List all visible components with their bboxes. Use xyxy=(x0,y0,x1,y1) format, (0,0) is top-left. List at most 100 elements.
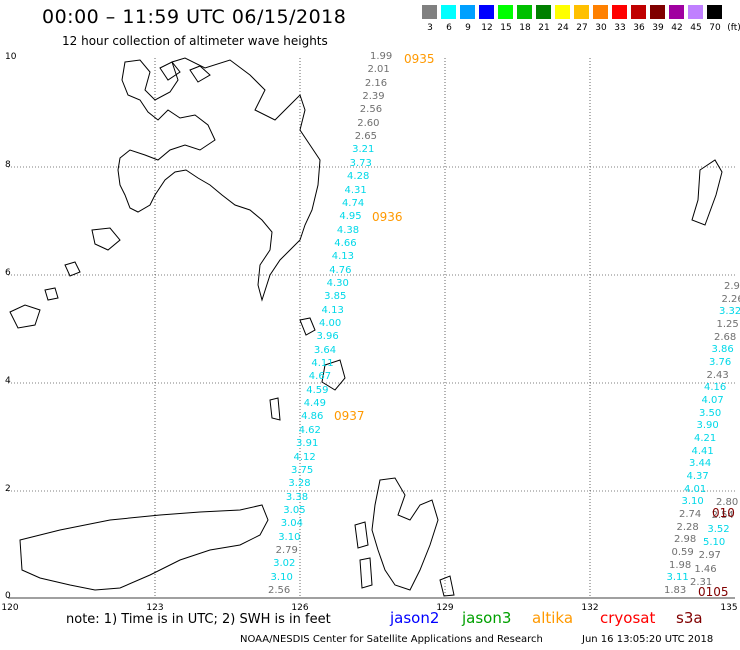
swh-value: 2.98 xyxy=(674,534,697,546)
colorbar-swatch xyxy=(536,5,551,19)
swh-value: 3.52 xyxy=(707,523,730,535)
colorbar-swatch xyxy=(707,5,722,19)
colorbar-label: 45 xyxy=(690,23,702,33)
colorbar-label: 30 xyxy=(595,23,607,33)
swh-value: 4.28 xyxy=(347,171,370,183)
swh-value: 1.98 xyxy=(669,559,692,571)
swh-value: 2.9 xyxy=(724,281,740,292)
swh-value: 4.76 xyxy=(329,264,352,276)
legend-jason2: jason2 xyxy=(390,609,440,627)
swh-value: 4.16 xyxy=(704,382,727,394)
colorbar-swatch xyxy=(688,5,703,19)
swh-value: 5.10 xyxy=(703,537,726,548)
swh-value: 2.01 xyxy=(367,64,390,76)
swh-value: 4.31 xyxy=(344,184,367,196)
legend-s3a: s3a xyxy=(676,609,703,627)
swh-value: 3.32 xyxy=(719,306,740,318)
swh-value: 3.64 xyxy=(313,344,337,356)
colorbar-label: 33 xyxy=(614,23,626,33)
swh-value: 1.46 xyxy=(694,563,717,575)
colorbar-swatch xyxy=(479,5,494,19)
swh-value: 2.80 xyxy=(716,497,739,508)
swh-value: 2.31 xyxy=(690,577,713,588)
note-text: note: 1) Time is in UTC; 2) SWH is in fe… xyxy=(66,612,331,627)
colorbar-label: 27 xyxy=(576,23,588,33)
swh-value: 3.76 xyxy=(709,357,732,368)
colorbar-swatch xyxy=(498,5,513,19)
swh-value: 4.86 xyxy=(301,411,324,423)
swh-value: 3.85 xyxy=(324,291,347,303)
swh-value: 3.86 xyxy=(711,344,734,356)
colorbar-swatch xyxy=(593,5,608,19)
swh-value: 2.60 xyxy=(357,117,380,129)
x-tick-126: 126 xyxy=(291,603,309,613)
swh-value: 3.10 xyxy=(270,571,293,583)
swh-value: 2.28 xyxy=(676,521,699,533)
colorbar-label: 24 xyxy=(557,23,569,33)
colorbar-label: 70 xyxy=(709,23,721,33)
track-time-label: 0936 xyxy=(372,210,403,224)
grid-lines xyxy=(8,58,735,598)
colorbar-swatch xyxy=(460,5,475,19)
swh-value: 1.25 xyxy=(716,319,739,330)
swh-value: 4.41 xyxy=(691,445,714,457)
swh-value: 3.44 xyxy=(689,458,712,470)
swh-value: 2.68 xyxy=(714,331,737,343)
swh-value: 3.04 xyxy=(280,518,304,530)
colorbar-label: 12 xyxy=(481,23,493,33)
x-tick-123: 123 xyxy=(146,603,164,613)
track-time-label: 010 xyxy=(712,506,735,520)
colorbar-swatch xyxy=(555,5,570,19)
colorbar-label: 21 xyxy=(538,23,550,33)
swh-value: 4.00 xyxy=(319,318,342,329)
colorbar-label: 39 xyxy=(652,23,664,33)
swh-value: 3.90 xyxy=(696,420,719,432)
track-time-label: 0937 xyxy=(334,409,365,423)
swh-value: 2.39 xyxy=(362,91,385,103)
swh-value: 2.74 xyxy=(679,509,702,520)
swh-value: 3.38 xyxy=(285,491,309,503)
swh-value: 2.65 xyxy=(354,131,377,143)
swh-value: 4.66 xyxy=(334,237,357,249)
swh-value: 4.12 xyxy=(293,451,316,463)
swh-value: 1.99 xyxy=(370,51,393,62)
swh-value: 3.02 xyxy=(273,558,296,570)
x-tick-120: 120 xyxy=(1,603,19,613)
footer-timestamp: Jun 16 13:05:20 UTC 2018 xyxy=(582,634,714,645)
swh-value: 3.21 xyxy=(352,144,375,156)
swh-value: 3.50 xyxy=(699,407,722,419)
swh-value: 4.37 xyxy=(686,471,709,482)
colorbar-label: 9 xyxy=(465,23,471,33)
swh-value: 4.13 xyxy=(331,251,355,263)
legend-cryosat: cryosat xyxy=(600,609,656,627)
swh-value: 4.07 xyxy=(701,395,724,406)
legend-jason3: jason3 xyxy=(462,609,512,627)
colorbar-unit: (ft) xyxy=(727,23,740,33)
swh-value: 4.67 xyxy=(308,371,332,383)
swh-value: 4.01 xyxy=(684,483,707,495)
swh-value: 2.56 xyxy=(359,104,383,116)
x-tick-132: 132 xyxy=(581,603,599,613)
swh-value: 2.16 xyxy=(364,77,388,89)
footer-credit: NOAA/NESDIS Center for Satellite Applica… xyxy=(240,634,543,645)
swh-value: 4.74 xyxy=(341,197,365,209)
colorbar-swatch xyxy=(650,5,665,19)
colorbar-swatch xyxy=(631,5,646,19)
swh-value: 3.10 xyxy=(278,531,301,543)
swh-value: 4.11 xyxy=(311,358,334,370)
page-subtitle: 12 hour collection of altimeter wave hei… xyxy=(62,34,328,48)
y-tick-6: 6 xyxy=(5,268,11,278)
swh-value: 2.54 xyxy=(711,510,734,522)
swh-value: 0.59 xyxy=(671,547,694,558)
swh-value: 3.73 xyxy=(349,157,372,169)
colorbar-swatch xyxy=(441,5,456,19)
colorbar-swatch xyxy=(574,5,589,19)
swh-value: 4.95 xyxy=(339,211,362,223)
page-title: 00:00 – 11:59 UTC 06/15/2018 xyxy=(42,6,347,28)
colorbar-label: 3 xyxy=(427,23,433,33)
y-tick-10: 10 xyxy=(5,52,17,62)
colorbar-swatch xyxy=(669,5,684,19)
swh-value: 3.96 xyxy=(316,331,339,343)
legend-altika: altika xyxy=(532,609,574,627)
